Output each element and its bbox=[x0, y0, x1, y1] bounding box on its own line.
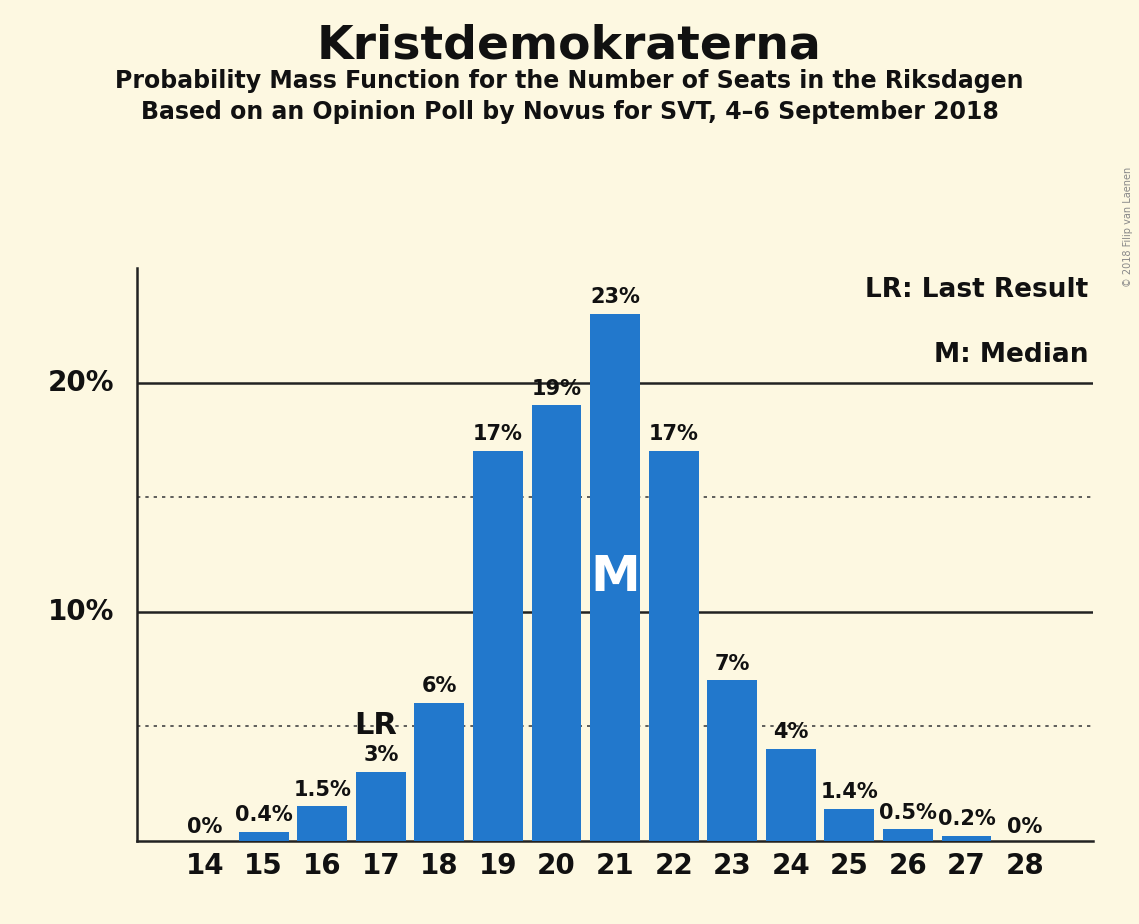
Text: 1.5%: 1.5% bbox=[293, 780, 351, 799]
Text: 20%: 20% bbox=[48, 369, 114, 396]
Text: M: Median: M: Median bbox=[934, 343, 1089, 369]
Bar bbox=[707, 680, 757, 841]
Text: 7%: 7% bbox=[714, 653, 749, 674]
Text: 1.4%: 1.4% bbox=[820, 782, 878, 802]
Bar bbox=[765, 749, 816, 841]
Text: 17%: 17% bbox=[649, 424, 698, 444]
Bar bbox=[825, 808, 875, 841]
Text: 4%: 4% bbox=[773, 723, 809, 742]
Text: Probability Mass Function for the Number of Seats in the Riksdagen: Probability Mass Function for the Number… bbox=[115, 69, 1024, 93]
Text: 17%: 17% bbox=[473, 424, 523, 444]
Bar bbox=[297, 807, 347, 841]
Text: 3%: 3% bbox=[363, 746, 399, 765]
Text: 0.4%: 0.4% bbox=[235, 805, 293, 825]
Bar bbox=[590, 314, 640, 841]
Bar bbox=[239, 832, 288, 841]
Bar bbox=[532, 406, 581, 841]
Bar bbox=[942, 836, 991, 841]
Bar bbox=[649, 451, 698, 841]
Text: Kristdemokraterna: Kristdemokraterna bbox=[317, 23, 822, 68]
Text: 10%: 10% bbox=[48, 598, 114, 626]
Text: 0%: 0% bbox=[188, 818, 223, 837]
Text: 0.2%: 0.2% bbox=[937, 809, 995, 830]
Text: © 2018 Filip van Laenen: © 2018 Filip van Laenen bbox=[1123, 166, 1133, 286]
Text: 19%: 19% bbox=[532, 379, 582, 398]
Text: 23%: 23% bbox=[590, 287, 640, 307]
Text: 0.5%: 0.5% bbox=[879, 803, 937, 822]
Text: 6%: 6% bbox=[421, 676, 457, 697]
Text: LR: Last Result: LR: Last Result bbox=[866, 276, 1089, 302]
Text: M: M bbox=[590, 553, 640, 602]
Text: Based on an Opinion Poll by Novus for SVT, 4–6 September 2018: Based on an Opinion Poll by Novus for SV… bbox=[140, 100, 999, 124]
Bar bbox=[355, 772, 405, 841]
Bar bbox=[883, 830, 933, 841]
Text: 0%: 0% bbox=[1007, 818, 1042, 837]
Text: LR: LR bbox=[354, 711, 398, 739]
Bar bbox=[473, 451, 523, 841]
Bar bbox=[415, 703, 465, 841]
